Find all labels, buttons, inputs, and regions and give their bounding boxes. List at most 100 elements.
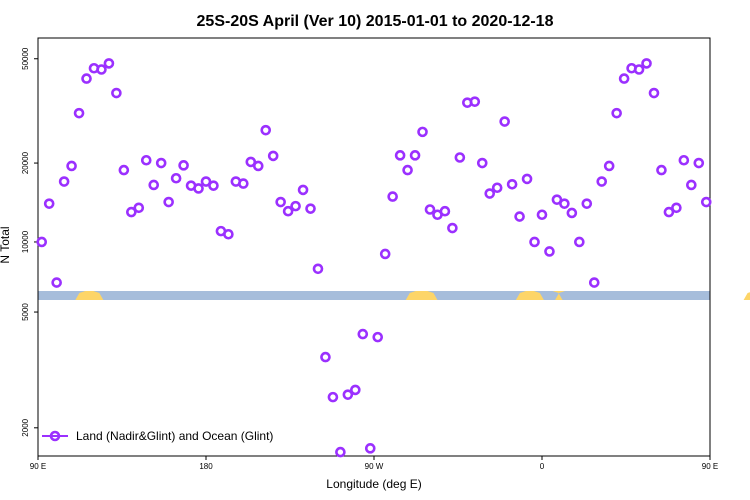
y-tick-label: 10000 [21, 230, 30, 253]
data-point [514, 211, 525, 222]
data-point [305, 203, 316, 214]
data-point [238, 178, 249, 189]
data-point [611, 107, 622, 119]
data-point [409, 150, 421, 161]
data-point [476, 157, 488, 169]
data-point [290, 200, 301, 212]
data-point [588, 277, 600, 288]
data-point [603, 160, 615, 172]
data-point [544, 246, 555, 257]
legend: Land (Nadir&Glint) and Ocean (Glint) [42, 429, 273, 443]
data-point [43, 198, 55, 209]
data-point [51, 277, 62, 288]
data-point [700, 196, 712, 208]
data-point [133, 202, 145, 214]
data-point [342, 389, 354, 400]
data-point [327, 391, 339, 403]
data-point [379, 248, 391, 260]
data-point [648, 87, 660, 99]
data-point [245, 156, 257, 168]
data-point [208, 180, 219, 191]
data-point [491, 182, 503, 194]
land-segment [75, 291, 104, 300]
data-point [364, 443, 376, 454]
data-point [252, 160, 264, 172]
x-axis-label: Longitude (deg E) [326, 477, 421, 491]
data-point [671, 202, 682, 214]
data-point [357, 328, 369, 340]
data-point [297, 184, 309, 196]
data-point [581, 198, 593, 209]
data-point [36, 236, 48, 248]
data-point [111, 87, 122, 99]
land-segment [552, 291, 566, 300]
data-point [193, 183, 204, 194]
data-point [267, 150, 279, 162]
data-point [402, 164, 413, 176]
data-point [73, 107, 85, 119]
data-point [618, 73, 630, 84]
data-point [529, 236, 540, 248]
data-point [521, 173, 533, 185]
land-segment [405, 291, 438, 300]
x-tick-label: 0 [540, 462, 545, 471]
plot-frame [37, 37, 711, 457]
legend-label: Land (Nadir&Glint) and Ocean (Glint) [76, 429, 273, 443]
data-point [96, 64, 107, 75]
data-point [559, 198, 570, 209]
data-point [536, 209, 548, 221]
data-point [633, 64, 645, 75]
y-tick-label: 2000 [21, 418, 30, 436]
data-point [417, 126, 428, 138]
data-point [58, 176, 70, 187]
data-point [663, 206, 675, 218]
data-point [686, 179, 697, 191]
land-segment [743, 292, 750, 300]
data-point [312, 263, 324, 275]
data-point [148, 179, 160, 191]
data-point [178, 160, 189, 171]
land-ocean-band [38, 291, 750, 300]
x-axis: 90 E 180 90 W 0 90 E [30, 456, 718, 471]
data-point [223, 228, 234, 240]
data-point [424, 204, 436, 215]
data-point [439, 205, 451, 217]
data-point [170, 172, 182, 184]
data-point [335, 446, 346, 458]
data-points [36, 58, 712, 458]
data-point [484, 188, 496, 199]
data-point [387, 191, 398, 202]
data-point [155, 157, 167, 169]
data-point [454, 152, 466, 163]
data-point [506, 178, 518, 190]
data-point [447, 222, 458, 234]
data-point [350, 384, 361, 396]
data-point [81, 73, 92, 84]
data-point [200, 176, 212, 187]
data-point [641, 58, 652, 69]
data-point [275, 196, 286, 208]
data-point [260, 124, 272, 136]
data-point [566, 207, 578, 219]
ocean-band [38, 291, 710, 300]
data-point [282, 205, 294, 217]
x-tick-label: 90 E [30, 462, 46, 471]
data-point [394, 150, 406, 161]
data-point [678, 154, 690, 166]
data-point [126, 206, 137, 218]
x-tick-label: 90 W [365, 462, 384, 471]
data-point [574, 236, 585, 248]
data-point [469, 96, 481, 107]
data-point [66, 160, 77, 172]
data-point [499, 116, 510, 127]
y-axis: 10000 20000 50000 2000 5000 [21, 47, 38, 437]
data-point [103, 58, 115, 69]
data-point [656, 164, 667, 176]
y-tick-label: 5000 [21, 303, 30, 321]
chart-title: 25S-20S April (Ver 10) 2015-01-01 to 202… [197, 13, 554, 30]
data-point [693, 157, 705, 169]
data-point [372, 331, 384, 343]
data-point [596, 176, 608, 187]
y-tick-label: 20000 [21, 151, 30, 174]
